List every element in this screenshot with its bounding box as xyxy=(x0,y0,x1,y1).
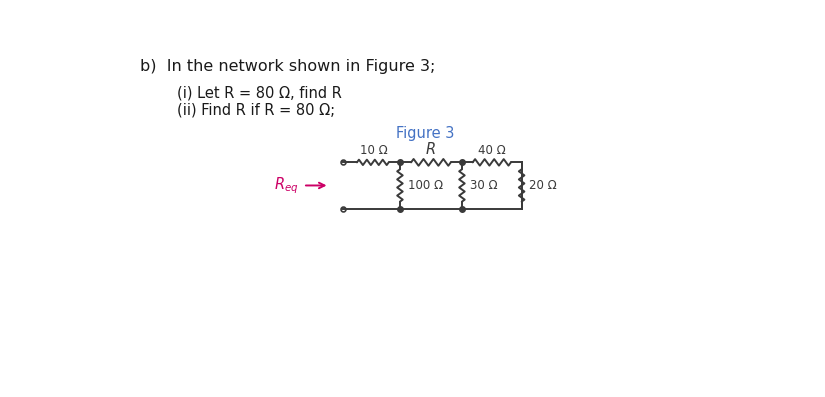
Text: Figure 3: Figure 3 xyxy=(395,126,454,141)
Text: 10 Ω: 10 Ω xyxy=(360,144,388,157)
Text: b)  In the network shown in Figure 3;: b) In the network shown in Figure 3; xyxy=(140,59,436,74)
Text: 40 Ω: 40 Ω xyxy=(478,144,506,157)
Text: (ii) Find R if R = 80 Ω;: (ii) Find R if R = 80 Ω; xyxy=(177,102,335,117)
Text: 20 Ω: 20 Ω xyxy=(530,179,557,192)
Text: 100 Ω: 100 Ω xyxy=(408,179,443,192)
Text: $R_{eq}$: $R_{eq}$ xyxy=(274,175,299,196)
Text: R: R xyxy=(426,142,436,157)
Text: (i) Let R = 80 Ω, find R: (i) Let R = 80 Ω, find R xyxy=(177,85,342,100)
Text: 30 Ω: 30 Ω xyxy=(469,179,497,192)
